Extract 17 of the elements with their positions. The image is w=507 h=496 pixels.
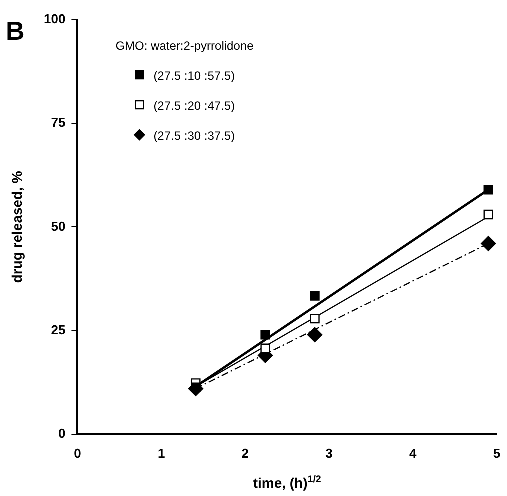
x-tick-label: 2 [242,446,250,461]
y-tick-label: 100 [44,12,66,27]
y-axis-title: drug released, % [9,170,25,284]
chart-title: B [6,16,25,46]
legend-label: (27.5 :30 :37.5) [154,129,236,143]
y-tick-label: 0 [58,426,66,441]
x-tick-label: 4 [410,446,418,461]
legend-label: (27.5 :10 :57.5) [154,69,236,83]
y-tick-label: 50 [51,218,66,234]
legend-title: GMO: water:2-pyrrolidone [116,39,254,53]
x-tick-label: 5 [493,446,501,461]
y-tick-label: 75 [51,115,66,130]
y-tick-label: 25 [51,322,66,338]
x-tick-label: 0 [74,446,82,461]
x-tick-label: 3 [326,446,333,461]
legend-label: (27.5 :20 :47.5) [154,99,236,113]
x-tick-label: 1 [158,446,166,461]
